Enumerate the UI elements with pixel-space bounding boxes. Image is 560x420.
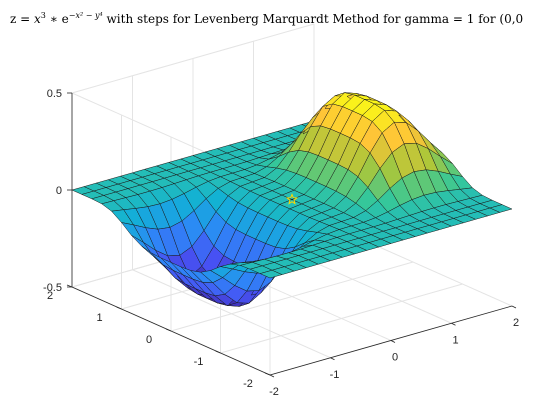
surface-plot: [71, 92, 513, 307]
y-tick-label: -1: [194, 356, 204, 368]
y-tick-mark: [165, 328, 172, 332]
x-tick-label: -1: [330, 369, 340, 381]
x-tick-mark: [330, 357, 335, 361]
x-tick-label: 2: [513, 317, 519, 329]
z-tick-label: -0.5: [43, 282, 62, 294]
floor-grid-line: [170, 261, 414, 332]
y-tick-label: -2: [243, 378, 253, 390]
x-tick-mark: [390, 340, 396, 343]
z-tick-label: 0: [56, 185, 62, 197]
x-tick-label: 0: [392, 352, 398, 364]
x-tick-mark: [451, 322, 456, 326]
y-tick-mark: [264, 372, 271, 376]
y-tick-label: 1: [96, 312, 102, 324]
chart-title: z = x3 ∗ e−x² − y⁴ with steps for Levenb…: [10, 11, 523, 26]
z-tick-label: 0.5: [47, 88, 62, 100]
x-tick-mark: [269, 374, 275, 378]
wall-grid-line: [71, 23, 315, 94]
current-point-marker: [285, 193, 299, 205]
floor-grid-line: [220, 283, 463, 354]
y-tick-mark: [116, 306, 122, 310]
y-tick-label: 0: [146, 334, 152, 346]
star-marker-icon: [285, 193, 299, 205]
y-tick-mark: [215, 350, 221, 354]
y-tick-label: 2: [47, 290, 53, 302]
x-tick-label: 1: [452, 334, 458, 346]
x-tick-mark: [511, 305, 517, 309]
surface-patch: [489, 204, 513, 213]
x-tick-label: -2: [269, 386, 279, 398]
